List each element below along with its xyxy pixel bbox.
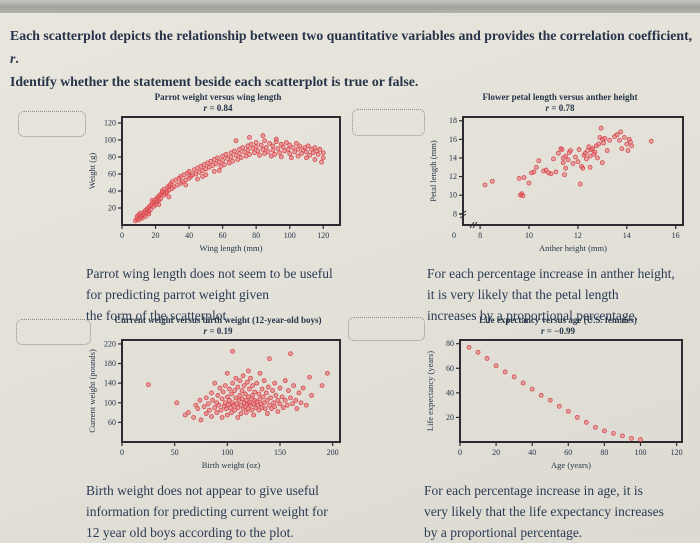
answer-box-1[interactable] bbox=[18, 111, 86, 137]
svg-text:60: 60 bbox=[108, 418, 116, 427]
svg-text:0: 0 bbox=[120, 231, 124, 240]
svg-text:50: 50 bbox=[171, 448, 179, 457]
svg-text:220: 220 bbox=[104, 339, 116, 348]
svg-text:150: 150 bbox=[274, 448, 286, 457]
svg-text:14: 14 bbox=[623, 231, 631, 240]
svg-text:Life expectancy (years): Life expectancy (years) bbox=[425, 351, 435, 431]
chart-r-label-life-expectancy: r = −0.99 bbox=[540, 326, 576, 336]
instructions-line2: Identify whether the statement beside ea… bbox=[10, 74, 419, 89]
svg-text:120: 120 bbox=[104, 118, 116, 127]
instructions-line1: Each scatterplot depicts the relationshi… bbox=[10, 28, 693, 66]
svg-text:Weight (g): Weight (g) bbox=[87, 153, 97, 190]
svg-text:12: 12 bbox=[574, 231, 582, 240]
svg-text:100: 100 bbox=[104, 135, 116, 144]
svg-text:10: 10 bbox=[449, 191, 457, 200]
answer-box-3[interactable] bbox=[16, 319, 91, 345]
svg-text:180: 180 bbox=[104, 359, 116, 368]
svg-text:100: 100 bbox=[634, 448, 646, 457]
answer-box-4[interactable] bbox=[348, 317, 425, 341]
svg-text:60: 60 bbox=[219, 231, 227, 240]
svg-text:Birth weight (oz): Birth weight (oz) bbox=[202, 460, 261, 470]
svg-text:80: 80 bbox=[108, 152, 116, 161]
scatterplot-current-weight-vs-birth-weight: 0 50 100 150 200 60 100 140 180 220 Birth weight (… bbox=[87, 339, 341, 470]
quadrant-life-expectancy: Life expectancy versus age (U.S. females… bbox=[424, 315, 692, 543]
statement-parrot: Parrot wing length does not seem to be u… bbox=[86, 266, 333, 323]
chart-title-flower: Flower petal length versus anther height bbox=[482, 92, 638, 102]
svg-text:120: 120 bbox=[317, 231, 329, 240]
chart-title-birth-weight: Current weight versus birth weight (12-y… bbox=[114, 315, 322, 325]
svg-text:100: 100 bbox=[104, 398, 116, 407]
scatterplot-petal-length-vs-anther-height: 8 10 12 14 16 8 10 12 14 16 18 0 Anther height (mm) P… bbox=[428, 116, 684, 253]
svg-text:40: 40 bbox=[185, 231, 193, 240]
quadrant-flower: Flower petal length versus anther height… bbox=[427, 92, 693, 326]
svg-text:0: 0 bbox=[452, 231, 456, 240]
scatterplot-parrot-weight-vs-wing-length: 0 20 40 60 80 100 120 20 40 60 80 100 120 Wing length… bbox=[87, 116, 341, 253]
instructions: Each scatterplot depicts the relationshi… bbox=[10, 24, 700, 93]
svg-text:Wing length (mm): Wing length (mm) bbox=[200, 243, 263, 253]
statement-flower: For each percentage increase in anther h… bbox=[427, 266, 675, 323]
svg-text:80: 80 bbox=[252, 231, 260, 240]
svg-text:60: 60 bbox=[108, 169, 116, 178]
svg-text:200: 200 bbox=[327, 448, 339, 457]
svg-text:16: 16 bbox=[449, 135, 457, 144]
svg-text:20: 20 bbox=[152, 231, 160, 240]
quadrant-birth-weight: Current weight versus birth weight (12-y… bbox=[86, 315, 350, 543]
statement-birth-weight: Birth weight does not appear to give use… bbox=[86, 483, 328, 540]
svg-text:16: 16 bbox=[672, 231, 680, 240]
svg-text:12: 12 bbox=[449, 172, 457, 181]
top-window-strip bbox=[0, 0, 700, 13]
chart-r-label-parrot: r = 0.84 bbox=[203, 103, 233, 113]
svg-text:20: 20 bbox=[108, 203, 116, 212]
svg-text:140: 140 bbox=[104, 379, 116, 388]
svg-text:120: 120 bbox=[671, 448, 683, 457]
svg-text:0: 0 bbox=[458, 448, 462, 457]
svg-text:20: 20 bbox=[492, 448, 500, 457]
svg-text:60: 60 bbox=[564, 448, 572, 457]
chart-r-label-birth-weight: r = 0.19 bbox=[203, 326, 233, 336]
svg-text:40: 40 bbox=[528, 448, 536, 457]
svg-text:10: 10 bbox=[525, 231, 533, 240]
svg-text:Age (years): Age (years) bbox=[551, 460, 591, 470]
statement-life-expectancy: For each percentage increase in age, it … bbox=[424, 483, 664, 540]
answer-box-2[interactable] bbox=[352, 109, 425, 136]
svg-text:40: 40 bbox=[446, 388, 454, 397]
quadrant-parrot: Parrot weight versus wing length r = 0.8… bbox=[86, 92, 350, 326]
svg-text:8: 8 bbox=[478, 231, 482, 240]
chart-title-parrot: Parrot weight versus wing length bbox=[154, 92, 282, 102]
svg-text:14: 14 bbox=[449, 153, 457, 162]
svg-text:0: 0 bbox=[120, 448, 124, 457]
svg-text:40: 40 bbox=[108, 186, 116, 195]
svg-text:18: 18 bbox=[449, 116, 457, 125]
svg-text:60: 60 bbox=[446, 364, 454, 373]
chart-title-life-expectancy: Life expectancy versus age (U.S. females… bbox=[479, 315, 637, 325]
svg-text:Petal length (mm): Petal length (mm) bbox=[428, 140, 438, 202]
scatterplot-life-expectancy-vs-age: 0 20 40 60 80 100 120 20 40 60 80 Age (years) Life e… bbox=[425, 339, 683, 470]
svg-text:80: 80 bbox=[600, 448, 608, 457]
svg-text:Current weight (pounds): Current weight (pounds) bbox=[87, 349, 97, 433]
chart-r-label-flower: r = 0.78 bbox=[545, 103, 575, 113]
svg-text:20: 20 bbox=[446, 413, 454, 422]
svg-text:Anther height (mm): Anther height (mm) bbox=[539, 243, 607, 253]
svg-text:8: 8 bbox=[453, 209, 457, 218]
svg-text:100: 100 bbox=[221, 448, 233, 457]
svg-text:80: 80 bbox=[446, 339, 454, 348]
svg-text:100: 100 bbox=[284, 231, 296, 240]
